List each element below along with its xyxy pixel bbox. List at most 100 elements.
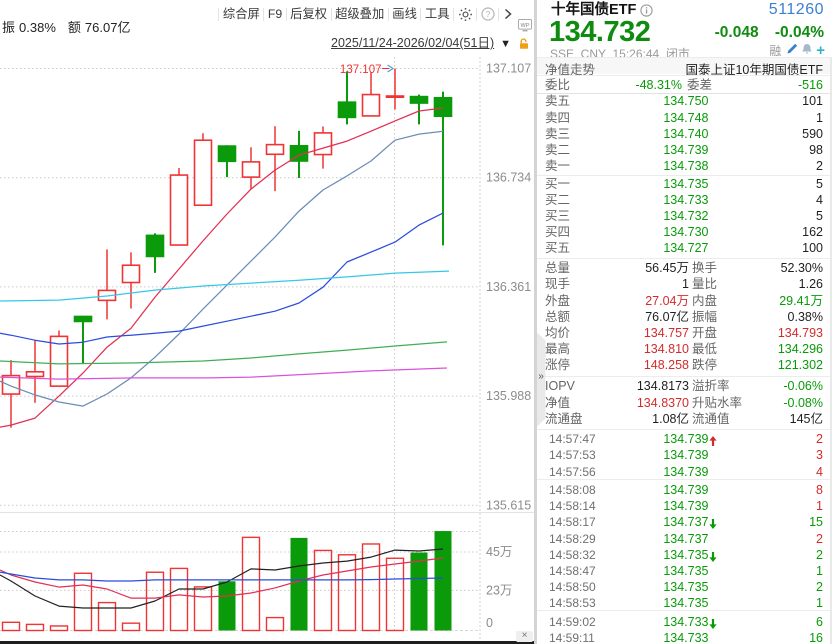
candle-body[interactable] (25, 370, 45, 378)
trade-row[interactable]: 14:58:53 134.735 1 (537, 595, 832, 611)
wp-widget-icon[interactable]: WP (518, 19, 532, 32)
bid-row[interactable]: 买五 134.727 100 (537, 240, 832, 256)
candle-body[interactable] (217, 145, 237, 163)
trade-row[interactable]: 14:59:02 134.733 6 (537, 614, 832, 630)
trade-row[interactable]: 14:57:56 134.739 4 (537, 464, 832, 480)
info-icon[interactable] (640, 4, 653, 22)
trade-volume: 1 (816, 499, 823, 514)
stat-value: 1 (682, 277, 689, 292)
security-code[interactable]: 511260 (768, 1, 824, 18)
arrow-down-icon (709, 550, 717, 566)
pencil-icon[interactable] (786, 42, 798, 60)
ask-row[interactable]: 卖三 134.740 590 (537, 126, 832, 142)
trade-time: 14:58:47 (549, 564, 596, 578)
candle-body[interactable] (121, 264, 141, 284)
trade-row[interactable]: 14:58:17 134.737 15 (537, 514, 832, 530)
stat-label: 跌停 (692, 358, 718, 373)
help-icon[interactable]: ? (476, 7, 498, 21)
volume-bar[interactable] (49, 625, 69, 632)
volume-bar[interactable] (313, 549, 333, 632)
panel-divider[interactable] (534, 0, 537, 644)
chevron-right-icon[interactable] (498, 7, 516, 21)
toolbar-item-3[interactable]: 后复权 (285, 7, 331, 21)
candle-body[interactable] (241, 161, 261, 178)
toolbar-item-1[interactable]: 综合屏 (218, 7, 263, 21)
trade-row[interactable]: 14:58:50 134.735 2 (537, 579, 832, 595)
trade-row[interactable]: 14:59:11 134.733 16 (537, 630, 832, 644)
volume-pane-close-icon[interactable]: × (516, 631, 533, 642)
trade-time: 14:58:17 (549, 515, 596, 530)
margin-flag[interactable]: 融 (769, 44, 782, 58)
candle-body[interactable] (265, 143, 285, 156)
volume-bar[interactable] (265, 616, 285, 632)
trade-row[interactable]: 14:58:32 134.735 2 (537, 547, 832, 563)
volume-bar[interactable] (434, 531, 452, 631)
bell-icon[interactable] (801, 42, 813, 60)
panel-collapse-handle[interactable] (536, 332, 546, 427)
candle-body[interactable] (313, 132, 333, 156)
volume-bar[interactable] (169, 567, 189, 632)
stat-value: 145亿 (789, 411, 823, 426)
gear-icon[interactable] (453, 7, 476, 21)
volume-bar[interactable] (121, 622, 141, 632)
candle-body[interactable] (49, 335, 69, 387)
candle-body[interactable] (433, 96, 453, 118)
kline-chart[interactable]: 137.107 136.734 136.361 135.988 135.615 45万 23… (0, 0, 535, 644)
volume-bar[interactable] (145, 571, 165, 632)
nav-value-row[interactable]: 净值走势 国泰上证10年期国债ETF (537, 58, 832, 77)
volume-bar[interactable] (290, 537, 308, 631)
ask-row[interactable]: 卖四 134.748 1 (537, 110, 832, 126)
collapse-chevrons-icon[interactable]: » (538, 371, 544, 382)
trade-row[interactable]: 14:58:08 134.739 8 (537, 482, 832, 498)
toolbar-item-2[interactable]: F9 (263, 7, 285, 21)
stat-label: 现手 (545, 277, 571, 292)
chevron-down-icon[interactable]: ▼ (500, 37, 511, 50)
trade-row[interactable]: 14:58:29 134.737 2 (537, 531, 832, 547)
bid-row[interactable]: 买四 134.730 162 (537, 224, 832, 240)
scrollbar[interactable] (830, 57, 832, 644)
volume-bar[interactable] (1, 621, 21, 632)
bid-price: 134.735 (663, 176, 709, 191)
toolbar-item-6[interactable]: 工具 (420, 7, 453, 21)
candle-body[interactable] (73, 315, 93, 323)
ask-row[interactable]: 卖五 134.750 101 (537, 93, 832, 109)
toolbar-item-4[interactable]: 超级叠加 (330, 7, 388, 21)
price-axis-label: 136.734 (486, 171, 531, 185)
weibi-label: 委比 (545, 77, 571, 92)
ask-row[interactable]: 卖二 134.739 98 (537, 142, 832, 158)
volume-bar[interactable] (337, 554, 357, 632)
volume-bar[interactable] (97, 601, 117, 632)
candle-body[interactable] (337, 101, 357, 119)
volume-bar[interactable] (361, 543, 381, 632)
trade-time: 14:58:32 (549, 547, 596, 562)
volume-bar[interactable] (410, 552, 428, 631)
bid-row[interactable]: 买三 134.732 5 (537, 208, 832, 224)
ask-row[interactable]: 卖一 134.738 2 (537, 158, 832, 174)
trade-time: 14:58:14 (549, 499, 596, 514)
candle-body[interactable] (1, 374, 21, 395)
trade-row[interactable]: 14:57:47 134.739 2 (537, 431, 832, 447)
lock-icon[interactable] (518, 37, 530, 49)
candle-body[interactable] (409, 95, 429, 104)
trade-row[interactable]: 14:58:14 134.739 1 (537, 498, 832, 514)
trade-price: 134.739 (663, 448, 709, 463)
volume-bar[interactable] (218, 581, 236, 631)
volume-bar[interactable] (73, 572, 93, 632)
candle-body[interactable] (169, 174, 189, 246)
trade-row[interactable]: 14:57:53 134.739 3 (537, 447, 832, 463)
candle-body[interactable] (361, 93, 381, 117)
candle-body[interactable] (145, 234, 165, 258)
volume-bar[interactable] (25, 623, 45, 632)
date-range-selector[interactable]: 2025/11/24-2026/02/04(51日) (331, 36, 495, 50)
trade-row[interactable]: 14:58:47 134.735 1 (537, 563, 832, 579)
volume-bar[interactable] (241, 536, 261, 632)
candle-body[interactable] (193, 139, 213, 207)
volume-bar[interactable] (385, 557, 405, 632)
add-icon[interactable]: + (816, 42, 825, 59)
candle-body[interactable] (385, 95, 405, 99)
price-axis-label: 137.107 (486, 62, 531, 76)
bid-row[interactable]: 买二 134.733 4 (537, 192, 832, 208)
toolbar-item-5[interactable]: 画线 (387, 7, 421, 21)
bid-row[interactable]: 买一 134.735 5 (537, 176, 832, 192)
volume-bar[interactable] (193, 586, 213, 632)
